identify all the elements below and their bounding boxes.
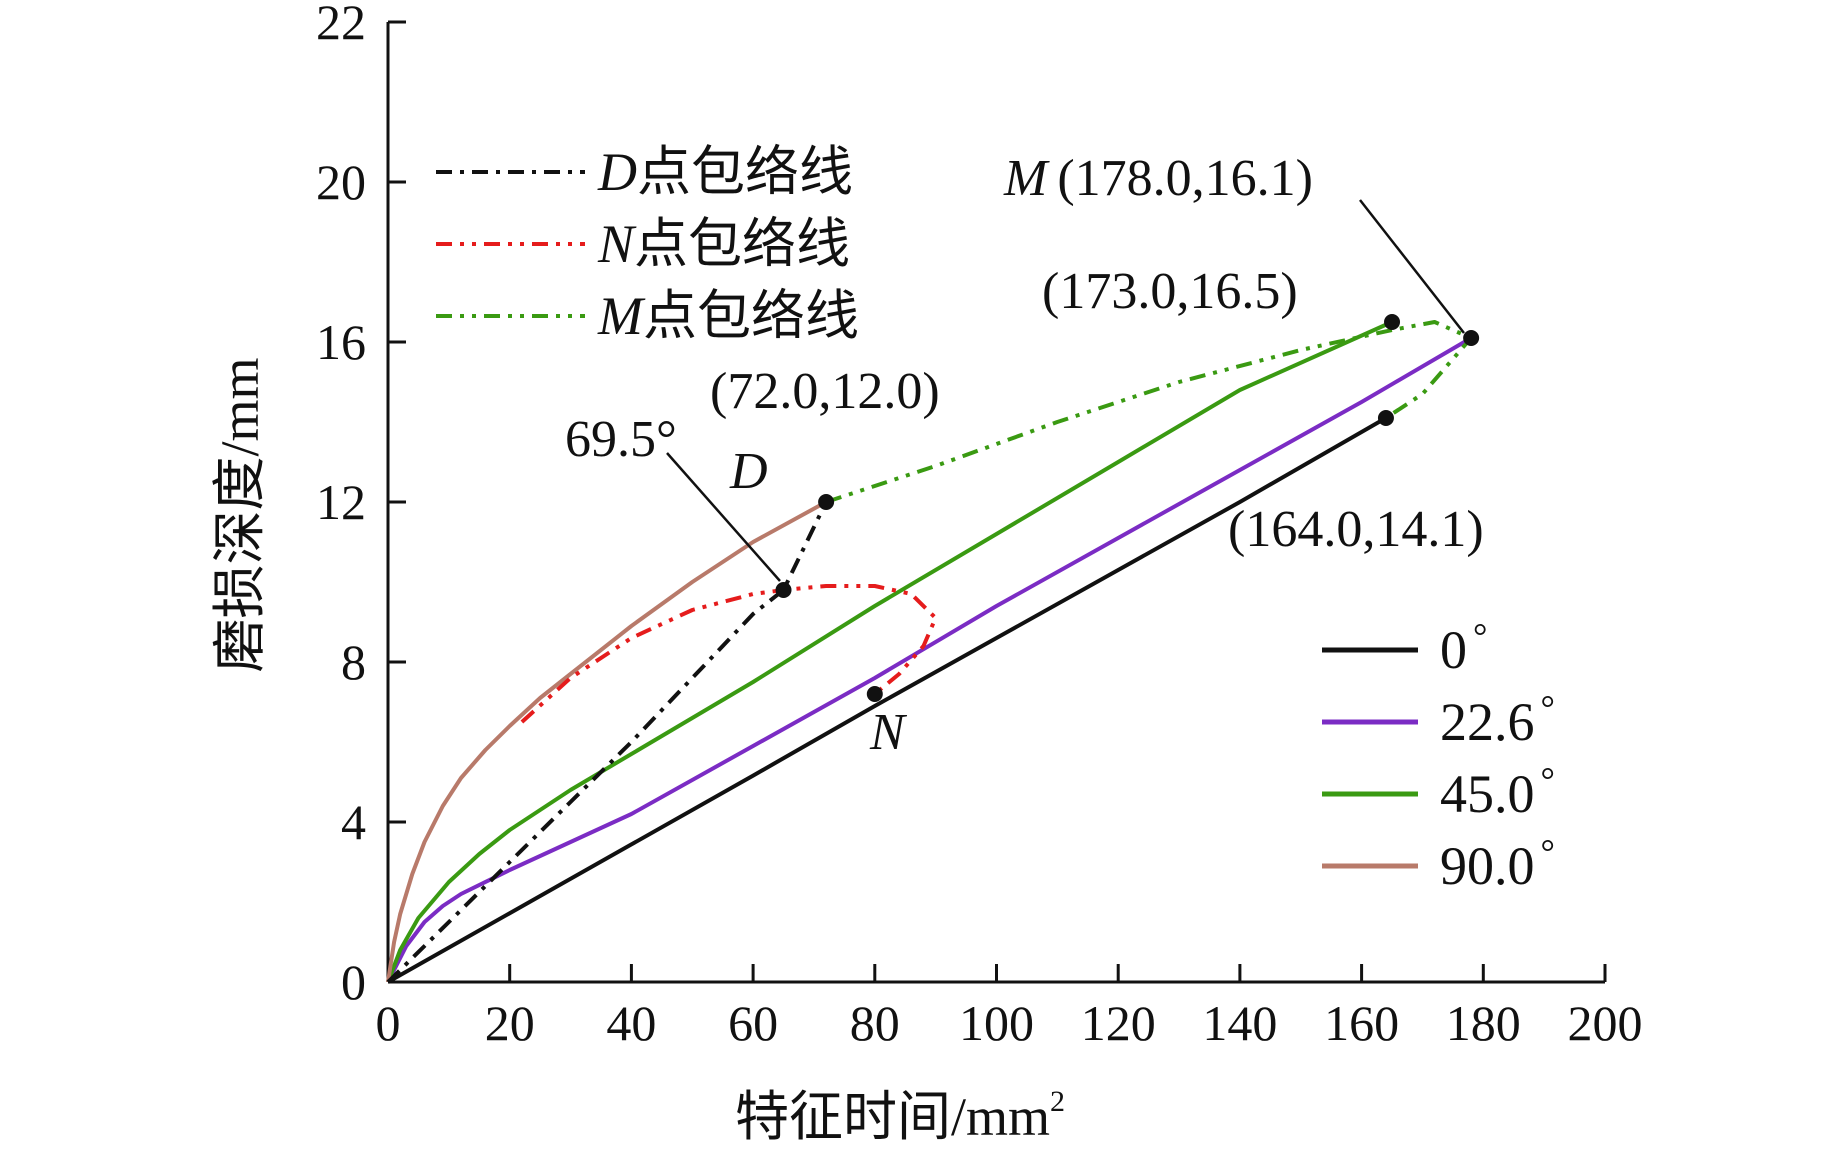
marker-angle-point (775, 582, 792, 598)
annotation-angle: 69.5° (565, 411, 677, 468)
annotation-d-letter: D (729, 443, 768, 500)
annotation-n-letter: N (869, 704, 908, 761)
marker-M (1463, 330, 1480, 346)
series-line-45-0 (386, 320, 1393, 983)
marker-peak-45 (1384, 314, 1401, 330)
y-axis-title: 磨损深度/mm (210, 357, 270, 672)
legend-label-M: M点包络线 (597, 286, 859, 346)
y-tick-label: 22 (316, 0, 366, 50)
series-layer (386, 320, 1473, 984)
envelope-line-N (520, 584, 938, 724)
marker-N (866, 686, 883, 702)
x-tick-label: 160 (1324, 995, 1399, 1051)
legend-label-N: N点包络线 (597, 214, 850, 274)
y-tick-label: 8 (341, 634, 366, 690)
annotation-m-letter: M (1003, 150, 1050, 207)
x-tick-label: 80 (850, 995, 900, 1051)
x-tick-label: 40 (606, 995, 656, 1051)
series-line-0 (387, 416, 1387, 984)
legend-label-D: D点包络线 (597, 142, 853, 202)
y-tick-label: 4 (341, 794, 366, 850)
legend-label-0: 0 ° (1440, 616, 1487, 680)
y-tick-label: 0 (341, 954, 366, 1010)
annotation-end0-coord: (164.0,14.1) (1228, 501, 1484, 558)
envelope-legend: D点包络线 N点包络线 M点包络线 (436, 142, 859, 346)
y-tick-label: 16 (316, 314, 366, 370)
x-tick-label: 180 (1446, 995, 1521, 1051)
annotation-m-label: M (178.0,16.1) (1003, 150, 1313, 207)
x-axis-title-superscript: 2 (1050, 1085, 1065, 1118)
leader-m (1359, 199, 1465, 334)
leader-angle (666, 452, 781, 582)
annotation-m-coord: (178.0,16.1) (1057, 150, 1313, 207)
series-line-90-0 (386, 500, 828, 983)
legend-label-22-6: 22.6 ° (1440, 688, 1555, 752)
x-tick-label: 0 (376, 995, 401, 1051)
axis-ticks: 0 20 40 60 80 100 120 140 160 180 200 0 4 8 12 16 20 22 (316, 0, 1643, 1051)
y-tick-label: 12 (316, 474, 366, 530)
x-tick-label: 20 (485, 995, 535, 1051)
x-axis-title: 特征时间/mm2 (735, 1085, 1065, 1147)
legend-label-90-0: 90.0 ° (1440, 832, 1555, 896)
marked-points-layer (775, 314, 1480, 702)
marker-D (818, 494, 835, 510)
x-tick-label: 120 (1081, 995, 1156, 1051)
x-tick-label: 200 (1568, 995, 1643, 1051)
y-tick-label: 20 (316, 154, 366, 210)
x-tick-label: 140 (1202, 995, 1277, 1051)
x-tick-label: 60 (728, 995, 778, 1051)
legend-label-45-0: 45.0 ° (1440, 760, 1555, 824)
marker-end-0 (1377, 410, 1394, 426)
annotation-peak-coord: (173.0,16.5) (1042, 263, 1298, 320)
x-tick-label: 100 (959, 995, 1034, 1051)
angle-legend: 0 ° 22.6 ° 45.0 ° 90.0 ° (1322, 616, 1555, 896)
series-line-22-6 (386, 336, 1473, 983)
envelope-layer (386, 320, 1474, 984)
envelope-line-D (386, 501, 828, 984)
annotation-d-coord: (72.0,12.0) (710, 363, 940, 420)
